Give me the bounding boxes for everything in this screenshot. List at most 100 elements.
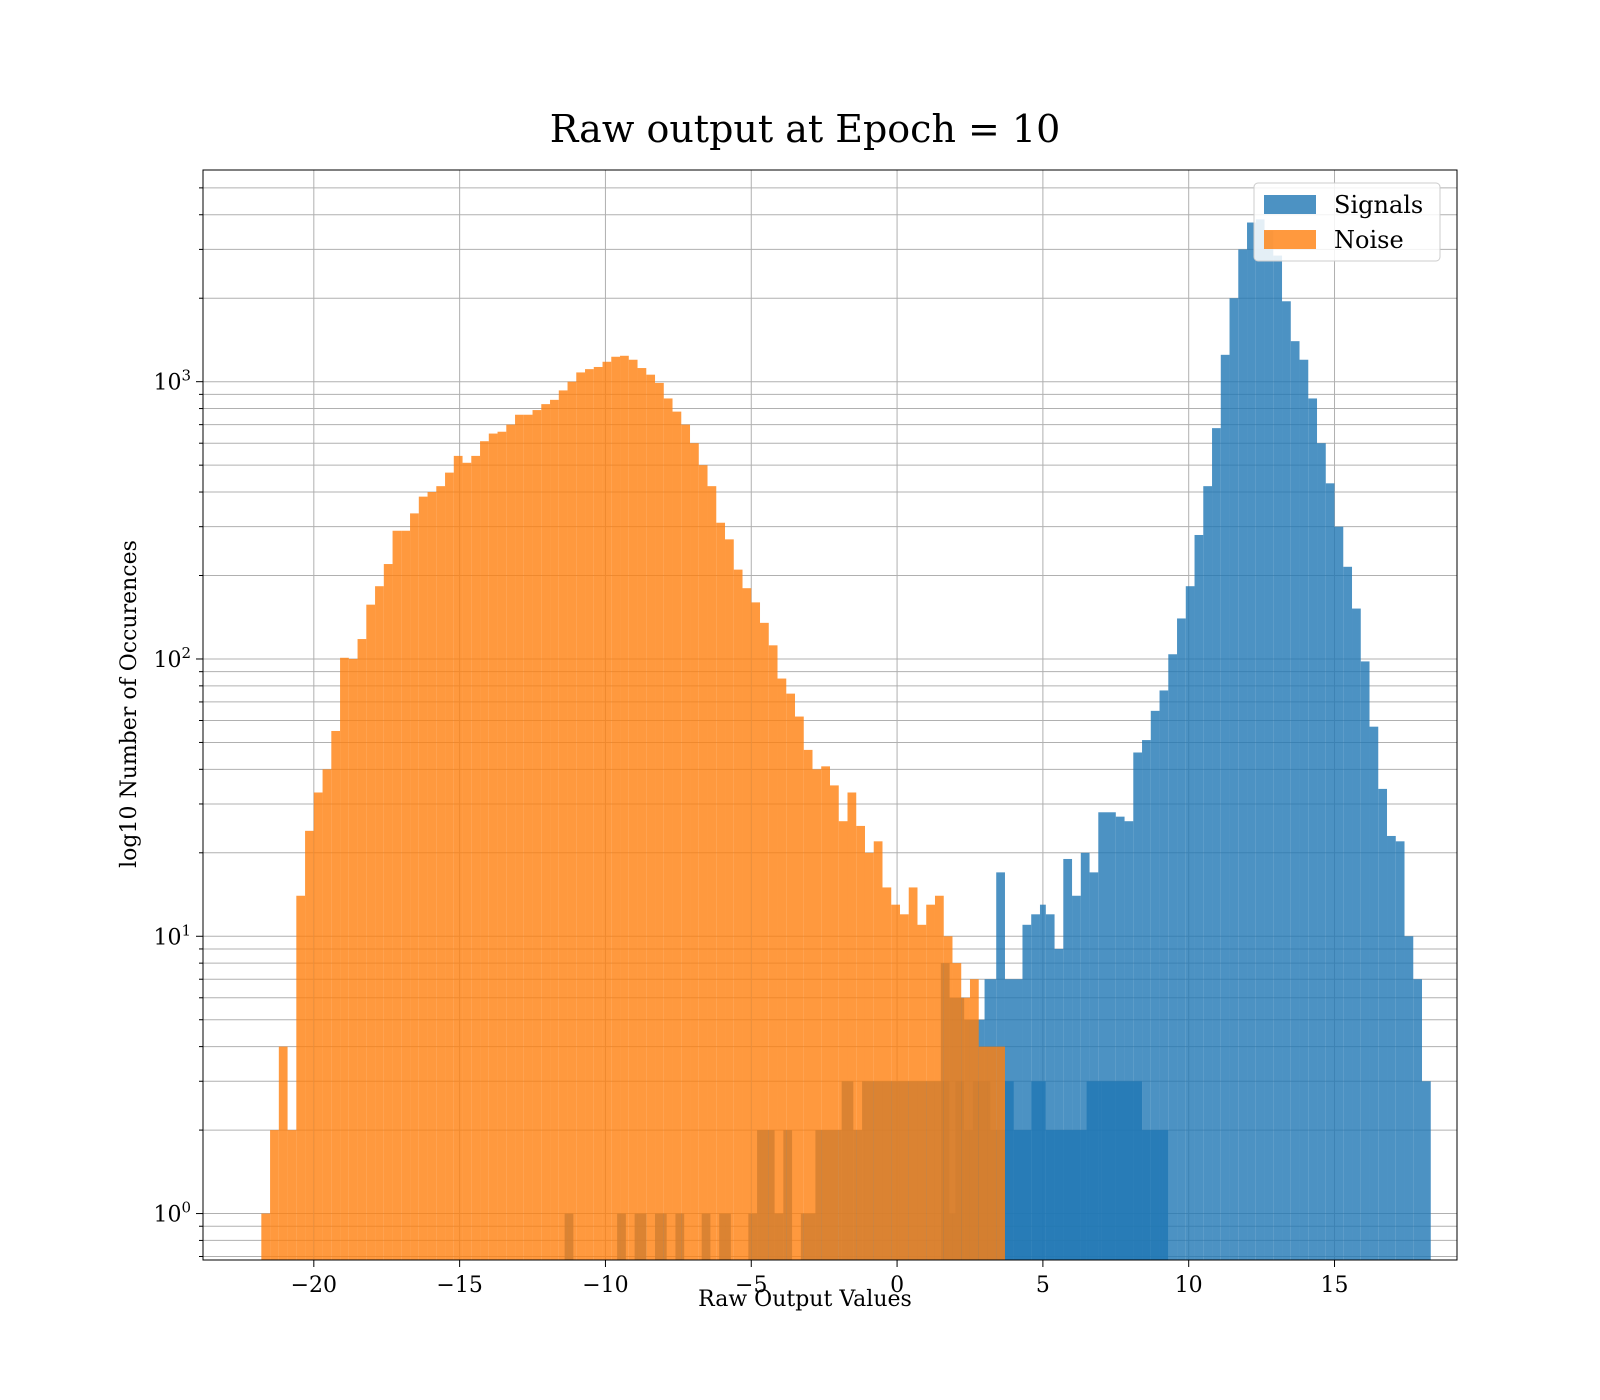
- signals-bar: [1133, 752, 1143, 1260]
- noise-bar: [558, 390, 568, 1260]
- noise-bar: [471, 455, 481, 1260]
- noise-bar: [462, 462, 472, 1260]
- signals-bar: [1072, 895, 1081, 1260]
- noise-bar: [908, 887, 918, 1260]
- chart-title: Raw output at Epoch = 10: [550, 107, 1061, 151]
- x-tick-label: −5: [735, 1273, 767, 1298]
- noise-bar: [969, 979, 979, 1260]
- noise-bar: [751, 602, 761, 1260]
- y-tick-label: 100: [153, 1199, 191, 1228]
- noise-bar: [873, 841, 883, 1260]
- noise-bar: [646, 374, 656, 1260]
- noise-bar: [602, 361, 612, 1260]
- signals-bar: [1229, 298, 1239, 1261]
- noise-bar: [427, 492, 437, 1260]
- x-axis-label: Raw Output Values: [698, 1287, 912, 1312]
- noise-bar: [725, 539, 734, 1260]
- signals-bar: [1247, 222, 1256, 1261]
- noise-bar: [987, 1046, 997, 1260]
- noise-bar: [611, 356, 621, 1260]
- noise-bar: [270, 1130, 279, 1260]
- signals-bar: [1255, 219, 1265, 1260]
- signals-bar: [1039, 904, 1046, 1260]
- signals-bar: [1290, 341, 1300, 1260]
- noise-bar: [357, 639, 367, 1260]
- noise-bar: [445, 472, 454, 1261]
- noise-bar: [576, 372, 586, 1261]
- signals-bar: [1413, 979, 1423, 1260]
- noise-bar: [996, 1046, 1005, 1260]
- signals-bar: [1063, 858, 1073, 1260]
- y-axis-label: log10 Number of Occurences: [117, 540, 142, 868]
- noise-bar: [305, 830, 314, 1260]
- signals-bar: [1299, 359, 1309, 1260]
- signals-bar: [1308, 398, 1318, 1260]
- noise-bar: [681, 424, 691, 1260]
- signals-bar: [1238, 249, 1248, 1261]
- signals-bar: [1098, 812, 1116, 1260]
- noise-bar: [383, 564, 393, 1260]
- signals-bar: [1045, 914, 1055, 1260]
- signals-bar: [1387, 835, 1396, 1260]
- signals-bar: [1264, 230, 1274, 1261]
- noise-bar: [593, 366, 603, 1260]
- signals-bar: [1369, 726, 1379, 1260]
- x-tick-label: 10: [1175, 1273, 1203, 1298]
- signals-bar: [1352, 608, 1361, 1260]
- noise-bar: [891, 904, 900, 1260]
- signals-bar: [1334, 526, 1344, 1260]
- signals-bar: [1404, 936, 1414, 1260]
- signals-bar: [1343, 566, 1353, 1260]
- signals-bar: [1177, 618, 1186, 1260]
- signals-bar: [1080, 852, 1090, 1260]
- signals-bar: [1360, 661, 1370, 1260]
- signals-bar: [1159, 690, 1169, 1260]
- plot-frame: [202, 169, 1458, 1261]
- noise-bar: [786, 693, 796, 1260]
- signals-bar: [1150, 710, 1160, 1260]
- noise-bar: [585, 369, 594, 1260]
- signals-bar: [1054, 948, 1064, 1260]
- noise-bar: [348, 658, 358, 1260]
- noise-bar: [313, 792, 323, 1260]
- signals-bar: [1031, 914, 1040, 1260]
- noise-bar: [768, 645, 778, 1260]
- signals-bar: [1004, 979, 1023, 1260]
- x-tick-label: −15: [436, 1273, 482, 1298]
- noise-bar: [847, 792, 857, 1260]
- noise-bar: [340, 657, 349, 1260]
- noise-bar: [917, 924, 927, 1260]
- signals-bar: [1325, 483, 1335, 1260]
- noise-bar: [375, 586, 384, 1260]
- axes: −20 −15 −10 −5 0 5 10 15 100 101 102 103: [153, 169, 1458, 1298]
- noise-bar: [812, 769, 822, 1260]
- signals-bar: [1422, 1081, 1431, 1260]
- noise-bar: [943, 936, 953, 1260]
- noise-bar: [278, 1046, 288, 1260]
- signals-legend-label: Signals: [1334, 191, 1423, 219]
- noise-bar: [926, 904, 935, 1260]
- noise-bar: [620, 355, 629, 1260]
- noise-bar: [795, 716, 804, 1260]
- noise-bar: [821, 766, 830, 1260]
- noise-bar: [672, 411, 682, 1260]
- noise-bar: [410, 513, 419, 1260]
- noise-bar: [261, 1213, 271, 1260]
- signals-bar: [1124, 821, 1134, 1260]
- noise-bar: [628, 359, 638, 1260]
- signals-bar: [1203, 486, 1213, 1261]
- legend: Signals Noise: [1253, 182, 1441, 262]
- signals-bar: [1212, 428, 1221, 1260]
- noise-bar: [523, 414, 533, 1260]
- noise-bar: [296, 895, 306, 1260]
- noise-bar: [480, 441, 489, 1260]
- noise-bar: [287, 1130, 297, 1260]
- signals-bar: [1022, 924, 1032, 1260]
- signals-bar: [1185, 586, 1195, 1260]
- noise-bar: [506, 424, 516, 1260]
- noise-bar: [392, 530, 402, 1260]
- noise-bar: [803, 749, 813, 1260]
- noise-bar: [655, 382, 664, 1260]
- noise-bar: [838, 821, 848, 1260]
